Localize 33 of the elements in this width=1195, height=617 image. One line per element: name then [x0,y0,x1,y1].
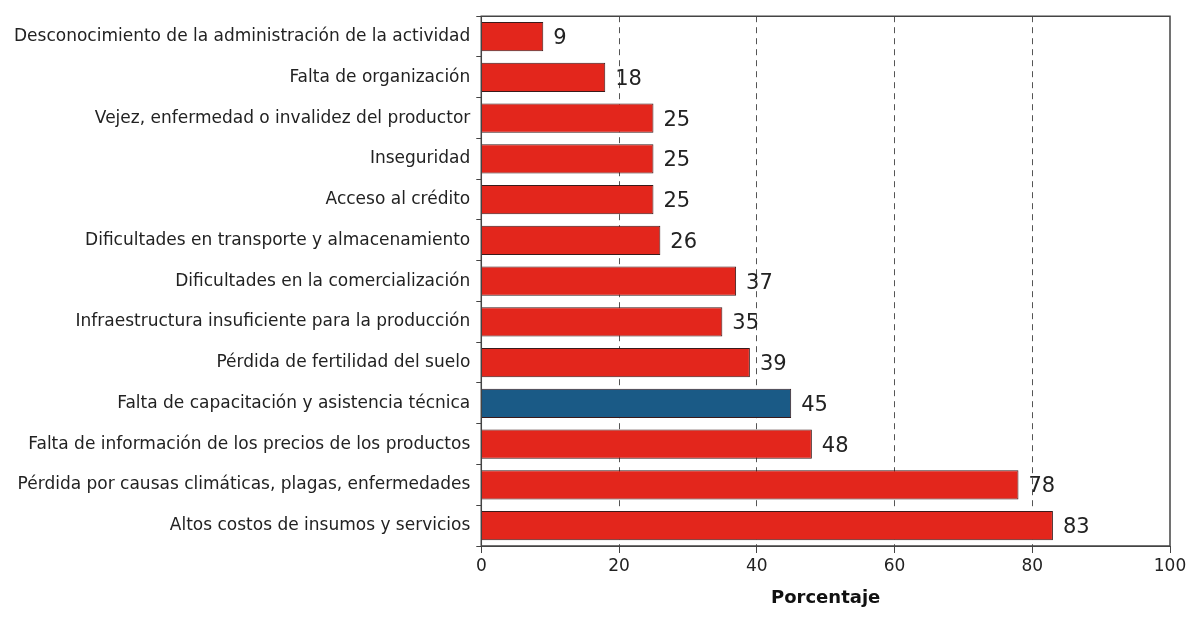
x-tick-label: 20 [608,554,630,575]
data-label: 37 [746,269,773,294]
y-tick-label: Dificultades en transporte y almacenamiento [85,228,471,249]
data-label: 25 [663,188,691,213]
data-label: 25 [663,147,691,172]
data-label: 26 [670,228,698,253]
y-tick-label: Dificultades en la comercialización [175,269,471,290]
data-label: 18 [615,65,642,90]
y-tick-label: Falta de organización [289,65,471,86]
x-tick-label: 0 [475,554,487,575]
y-tick-label: Falta de información de los precios de los productos [28,432,471,453]
x-tick-label: 100 [1153,554,1187,575]
y-tick-label: Pérdida por causas climáticas, plagas, enfermedades [17,473,471,494]
y-tick-label: Falta de capacitación y asistencia técnica [117,391,471,412]
data-label: 25 [663,106,691,131]
data-label: 9 [553,25,567,50]
data-label: 78 [1028,473,1056,498]
y-tick-label: Desconocimiento de la administración de la actividad [13,25,471,45]
data-label: 35 [732,310,760,335]
y-tick-label: Vejez, enfermedad o invalidez del productor [94,106,471,127]
y-tick-label: Infraestructura insuficiente para la producción [75,310,471,331]
y-tick-label: Pérdida de fertilidad del suelo [216,351,471,372]
data-label: 39 [759,351,787,376]
data-label: 45 [801,391,828,416]
x-tick-label: 40 [745,554,768,575]
x-axis-title: Porcentaje [771,585,881,607]
x-tick-label: 80 [1021,554,1044,575]
y-tick-label: Altos costos de insumos y servicios [169,514,471,535]
y-tick-label: Acceso al crédito [325,188,471,209]
data-label: 48 [821,432,849,457]
y-tick-label: Inseguridad [369,147,471,168]
x-tick-label: 60 [883,554,906,575]
data-label: 83 [1062,514,1090,539]
